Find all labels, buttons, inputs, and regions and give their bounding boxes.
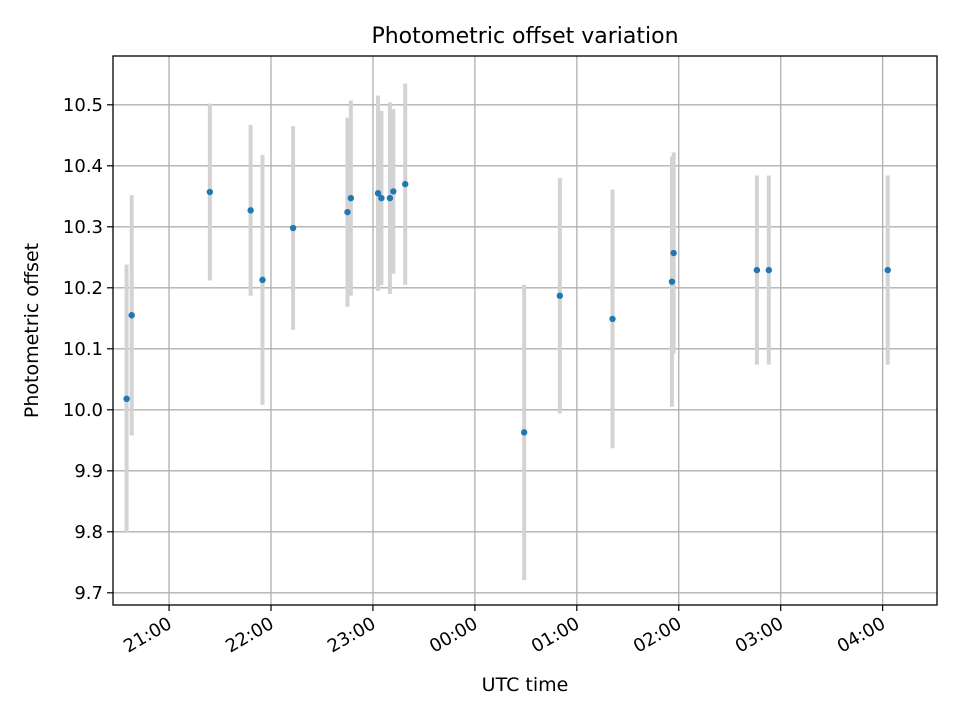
x-tick-label: 02:00 bbox=[630, 613, 685, 657]
x-tick-label: 22:00 bbox=[222, 613, 277, 657]
data-point bbox=[765, 266, 773, 274]
y-tick-label: 10.4 bbox=[63, 156, 103, 177]
x-tick-label: 04:00 bbox=[834, 613, 889, 657]
y-tick-label: 10.3 bbox=[63, 217, 103, 238]
data-point bbox=[670, 249, 677, 257]
x-tick-label: 00:00 bbox=[426, 613, 481, 657]
data-points bbox=[123, 180, 891, 436]
x-tick-label: 23:00 bbox=[324, 613, 379, 657]
data-point bbox=[520, 429, 528, 436]
data-point bbox=[378, 194, 385, 202]
x-axis-ticks: 21:00 22:00 23:00 00:00 01:00 02:00 03:00 04:00 bbox=[120, 605, 889, 657]
data-point bbox=[556, 292, 564, 299]
plot-frame bbox=[112, 55, 938, 606]
y-tick-label: 10.0 bbox=[63, 400, 103, 421]
y-tick-label: 9.7 bbox=[74, 583, 103, 604]
data-point bbox=[128, 312, 135, 319]
y-axis-ticks: 9.7 9.8 9.9 10.0 10.1 10.2 10.3 10.4 10.5 bbox=[63, 95, 113, 604]
data-point bbox=[668, 278, 676, 285]
x-tick-label: 21:00 bbox=[120, 613, 175, 657]
y-tick-label: 10.1 bbox=[63, 339, 103, 360]
data-point bbox=[289, 224, 297, 232]
y-tick-label: 9.8 bbox=[74, 522, 103, 543]
error-bars bbox=[124, 83, 890, 580]
data-point bbox=[884, 266, 891, 274]
y-tick-label: 9.9 bbox=[74, 461, 103, 482]
x-tick-label: 03:00 bbox=[732, 613, 787, 657]
data-point bbox=[206, 188, 214, 196]
x-axis-label: UTC time bbox=[482, 674, 569, 696]
data-point bbox=[347, 194, 355, 202]
data-point bbox=[374, 190, 382, 197]
data-point bbox=[609, 315, 616, 323]
data-point bbox=[753, 266, 761, 274]
data-point bbox=[123, 395, 130, 403]
y-axis-label: Photometric offset bbox=[21, 243, 43, 418]
data-point bbox=[402, 180, 409, 188]
data-point bbox=[344, 208, 351, 216]
data-point bbox=[390, 188, 397, 195]
x-tick-label: 01:00 bbox=[528, 613, 583, 657]
data-point bbox=[247, 207, 254, 214]
chart-title: Photometric offset variation bbox=[371, 24, 678, 49]
y-tick-label: 10.5 bbox=[63, 95, 103, 116]
data-point bbox=[386, 194, 394, 202]
y-tick-label: 10.2 bbox=[63, 278, 103, 299]
data-point bbox=[259, 276, 266, 284]
